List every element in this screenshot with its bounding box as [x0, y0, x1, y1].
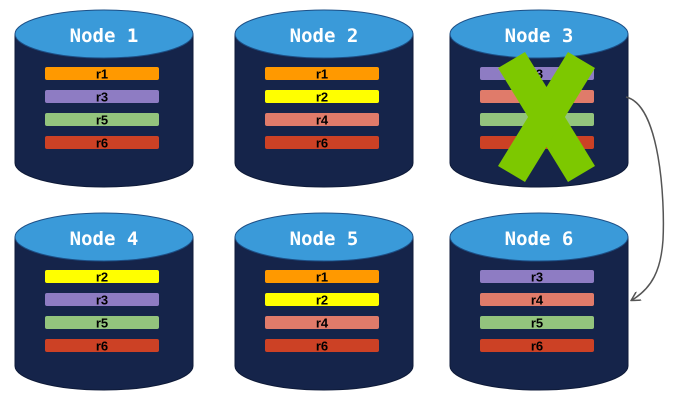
replica-label: r4: [531, 293, 544, 308]
replica-bar-r2: [265, 293, 379, 306]
replica-label: r6: [531, 339, 543, 354]
node-title: Node 1: [70, 25, 139, 47]
node-4: Node 4 r2 r3 r5 r6: [14, 212, 194, 391]
replica-label: r6: [316, 136, 328, 151]
replica-bar-r6: [480, 339, 594, 352]
node-1: Node 1 r1 r3 r5 r6: [14, 9, 194, 188]
replica-label: r6: [96, 339, 108, 354]
node-title: Node 3: [505, 25, 574, 47]
replica-bar-r4: [265, 316, 379, 329]
replica-bar-r5: [480, 316, 594, 329]
replica-label: r5: [96, 113, 108, 128]
replica-bar-r3: [45, 90, 159, 103]
node-3: Node 3r3r4r5r6: [449, 9, 629, 188]
replica-bar-r6: [45, 136, 159, 149]
node-6: Node 6 r3 r4 r5 r6: [449, 212, 629, 391]
replica-label: r4: [316, 316, 329, 331]
replica-label: r2: [96, 270, 108, 285]
node-title: Node 2: [290, 25, 359, 47]
cylinder-top: [449, 212, 629, 262]
replica-label: r5: [531, 316, 543, 331]
cylinder-top: [234, 9, 414, 59]
replica-label: r4: [316, 113, 329, 128]
replica-bar-r5: [45, 316, 159, 329]
cylinder-top: [14, 9, 194, 59]
node-title: Node 5: [290, 228, 359, 250]
replica-label: r6: [316, 339, 328, 354]
replica-bar-r4: [265, 113, 379, 126]
node-title: Node 4: [70, 228, 139, 250]
replica-bar-r3: [480, 270, 594, 283]
cylinder-top: [14, 212, 194, 262]
replica-bar-r4: [480, 293, 594, 306]
replica-label: r3: [96, 90, 108, 105]
node-2: Node 2 r1 r2 r4 r6: [234, 9, 414, 188]
replica-label: r2: [316, 90, 328, 105]
cylinder-top: [449, 9, 629, 59]
replica-bar-r1: [265, 270, 379, 283]
replica-bar-r2: [265, 90, 379, 103]
replica-bar-r2: [45, 270, 159, 283]
replica-label: r6: [96, 136, 108, 151]
replica-bar-r3: [45, 293, 159, 306]
replica-label: r3: [96, 293, 108, 308]
replica-label: r1: [316, 270, 328, 285]
replica-label: r1: [316, 67, 328, 82]
replica-label: r3: [531, 270, 543, 285]
replica-bar-r5: [45, 113, 159, 126]
replica-bar-r6: [265, 339, 379, 352]
replica-bar-r6: [265, 136, 379, 149]
replica-label: r2: [316, 293, 328, 308]
replica-label: r1: [96, 67, 108, 82]
replica-bar-r1: [265, 67, 379, 80]
node-5: Node 5 r1 r2 r4 r6: [234, 212, 414, 391]
node-title: Node 6: [505, 228, 574, 250]
replica-bar-r1: [45, 67, 159, 80]
failure-x-icon: [498, 52, 595, 182]
cylinder-top: [234, 212, 414, 262]
migration-arrow: [625, 96, 665, 300]
replica-label: r5: [96, 316, 108, 331]
replica-bar-r6: [45, 339, 159, 352]
